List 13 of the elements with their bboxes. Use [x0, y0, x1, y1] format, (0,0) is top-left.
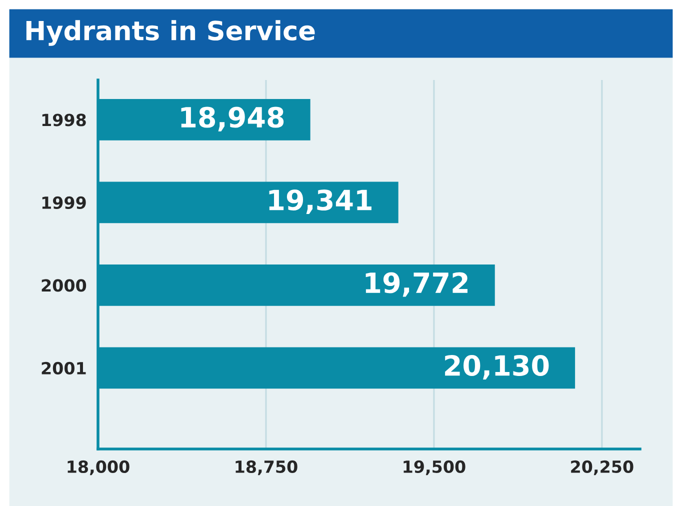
x-tick-label: 18,750 — [236, 460, 298, 476]
data-label: 19,772 — [366, 272, 468, 297]
x-tick-label: 18,000 — [68, 460, 130, 476]
data-label: 20,130 — [445, 354, 549, 380]
chart-title: Hydrants in Service — [26, 20, 315, 46]
y-tick-label: 2001 — [42, 362, 86, 374]
y-tick-label: 1999 — [42, 196, 86, 210]
y-tick-label: 2000 — [42, 279, 86, 292]
x-tick-label: 20,250 — [571, 460, 634, 476]
data-label: 18,948 — [181, 106, 284, 132]
x-tick-label: 19,500 — [404, 460, 466, 476]
y-tick-label: 1998 — [42, 114, 86, 126]
data-label: 19,341 — [269, 189, 372, 214]
